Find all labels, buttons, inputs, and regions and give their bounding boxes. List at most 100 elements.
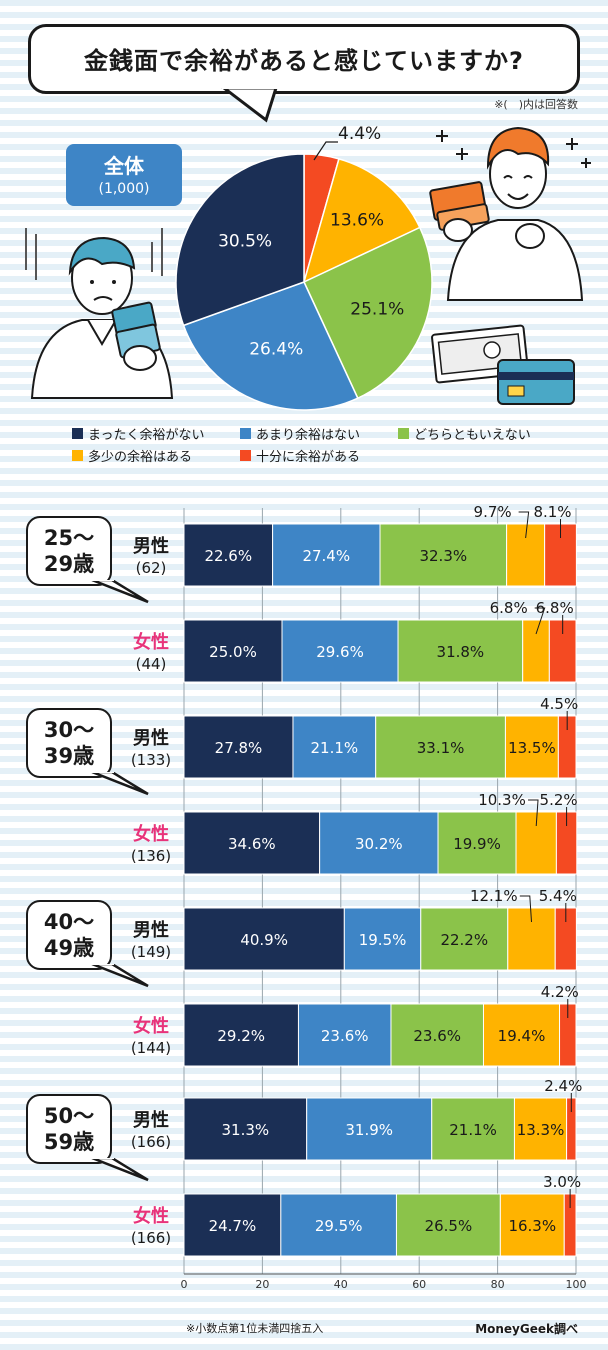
group-label-female: 女性 (144): [118, 1016, 184, 1058]
legend-item: 多少の余裕はある: [72, 446, 192, 465]
rounding-note: ※小数点第1位未満四捨五入: [186, 1322, 324, 1335]
count-label: (144): [130, 1039, 172, 1057]
pie-value-label: 25.1%: [350, 300, 404, 320]
bar-value-label-outer: 6.8%: [536, 599, 574, 617]
total-label: 全体: [104, 154, 144, 178]
bar-value-label: 34.6%: [228, 835, 276, 853]
age-label: 30〜 39歳: [43, 718, 95, 768]
bar-segment: [183, 619, 283, 683]
bar-value-label: 25.0%: [209, 643, 257, 661]
leader-line: [534, 607, 546, 635]
count-label: (62): [135, 559, 167, 577]
x-tick-label: 100: [565, 1278, 587, 1291]
bar-value-label: 32.3%: [419, 547, 467, 565]
bar-value-label-outer: 6.8%: [490, 599, 528, 617]
group-label-female: 女性 (166): [118, 1206, 184, 1248]
bar-value-label-outer: 5.2%: [540, 791, 578, 809]
pie-slice: [303, 226, 433, 400]
bar-value-label: 23.6%: [413, 1027, 461, 1045]
x-tick-label: 80: [490, 1278, 505, 1291]
bar-value-label-outer: 4.5%: [540, 695, 578, 713]
bar-value-label: 21.1%: [311, 739, 359, 757]
x-tick-label: 20: [255, 1278, 270, 1291]
bar-value-label: 24.7%: [209, 1217, 257, 1235]
age-label: 50〜 59歳: [43, 1104, 95, 1154]
bar-value-label: 13.5%: [508, 739, 556, 757]
bar-segment: [513, 1097, 568, 1161]
group-label-female: 女性 (44): [118, 632, 184, 674]
bar-value-label: 27.4%: [302, 547, 350, 565]
bar-segment: [522, 619, 550, 683]
bar-value-label-outer: 3.0%: [543, 1173, 581, 1191]
age-bubble-tail: [90, 772, 149, 796]
legend-label: どちらともいえない: [414, 428, 531, 443]
bar-segment: [306, 1097, 433, 1161]
bar-segment: [397, 619, 524, 683]
bar-value-label: 22.2%: [440, 931, 488, 949]
legend-label: あまり余裕はない: [256, 428, 361, 443]
total-box: 全体 (1,000): [66, 144, 182, 206]
age-group-50-59: 50〜 59歳: [26, 1094, 112, 1164]
leader-line: [519, 895, 533, 923]
count-label: (149): [130, 943, 172, 961]
title-bubble-tail: [221, 88, 280, 123]
bar-value-label: 16.3%: [508, 1217, 556, 1235]
count-label: (136): [130, 847, 172, 865]
legend-swatch: [398, 428, 409, 439]
legend-item: あまり余裕はない: [240, 424, 360, 443]
gender-label: 男性: [133, 920, 169, 941]
bar-segment: [390, 1003, 484, 1067]
gender-label: 女性: [133, 632, 169, 653]
count-label: (44): [135, 655, 167, 673]
bar-value-label: 31.9%: [345, 1121, 393, 1139]
leader-line: [518, 511, 530, 539]
bar-value-label: 26.5%: [425, 1217, 473, 1235]
leader-line: [528, 799, 539, 827]
bar-value-label: 13.3%: [517, 1121, 565, 1139]
bar-value-label: 29.6%: [316, 643, 364, 661]
bar-value-label-outer: 5.4%: [539, 887, 577, 905]
stacked-bar-chart: 22.6% 27.4% 32.3% 9.7% 8.1% 25.0% 29.6% 31.8% 6.…: [183, 503, 582, 1275]
worried-man-illustration: [25, 228, 174, 399]
bar-value-label: 33.1%: [417, 739, 465, 757]
gender-label: 男性: [133, 728, 169, 749]
legend-item: どちらともいえない: [398, 424, 531, 443]
bar-value-label: 21.1%: [449, 1121, 497, 1139]
bar-value-label: 27.8%: [215, 739, 263, 757]
legend-swatch: [240, 450, 251, 461]
bar-segment: [183, 1097, 308, 1161]
bar-segment: [183, 715, 294, 779]
pie-slice: [175, 153, 305, 327]
pie-leader-line: [313, 141, 338, 161]
legend-swatch: [72, 450, 83, 461]
bar-value-label: 31.8%: [437, 643, 485, 661]
bar-value-label: 29.2%: [217, 1027, 265, 1045]
legend-swatch: [72, 428, 83, 439]
age-bubble-tail: [90, 964, 149, 988]
bar-segment: [183, 907, 345, 971]
age-group-30-39: 30〜 39歳: [26, 708, 112, 778]
group-label-male: 男性 (149): [118, 920, 184, 962]
legend-label: まったく余裕がない: [88, 428, 205, 443]
gender-label: 女性: [133, 1016, 169, 1037]
age-group-40-49: 40〜 49歳: [26, 900, 112, 970]
pie-slice: [302, 157, 421, 284]
bar-segment: [292, 715, 377, 779]
bar-value-label: 22.6%: [204, 547, 252, 565]
bar-segment: [504, 715, 559, 779]
bar-segment: [319, 811, 439, 875]
bar-value-label: 40.9%: [240, 931, 288, 949]
group-label-male: 男性 (133): [118, 728, 184, 770]
group-label-male: 男性 (62): [118, 536, 184, 578]
bar-segment: [499, 1193, 565, 1257]
happy-man-illustration: [429, 126, 591, 301]
bar-value-label-outer: 8.1%: [533, 503, 571, 521]
bar-segment: [343, 907, 422, 971]
pie-slice: [182, 281, 359, 411]
source-credit: MoneyGeek調べ: [475, 1322, 578, 1336]
bar-segment: [280, 1193, 397, 1257]
pie-value-label: 26.4%: [249, 339, 303, 359]
bar-segment: [431, 1097, 515, 1161]
count-label: (166): [130, 1229, 172, 1247]
